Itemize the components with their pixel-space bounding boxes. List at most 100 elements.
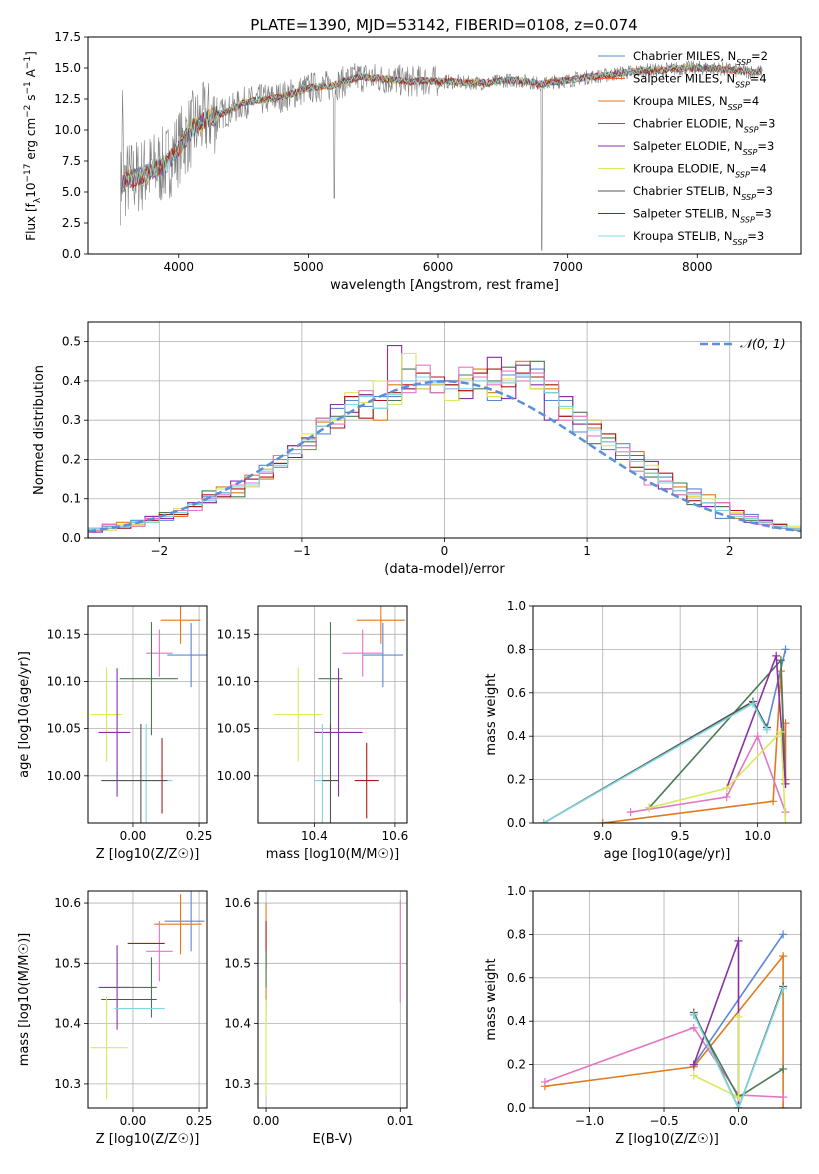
y-tick-label: 0.0 bbox=[507, 816, 526, 830]
age-vs-metallicity-panel: 0.00 0.25 10.00 10.05 10.10 10.15 Z [log10(Z/Z… bbox=[17, 605, 213, 862]
y-tick-label: 10.5 bbox=[224, 956, 251, 970]
plot-area bbox=[90, 606, 207, 823]
massweight-marker bbox=[598, 819, 607, 823]
massweight-marker bbox=[689, 1023, 698, 1032]
legend-label-sub: SSP bbox=[735, 170, 750, 179]
legend-label-tail: =4 bbox=[742, 94, 759, 108]
legend-label: Kroupa MILES, NSSP=4 bbox=[633, 94, 759, 112]
x-tick-label: −0.5 bbox=[649, 1114, 678, 1128]
mass-vs-ebv-panel: 0.00 0.01 10.3 10.4 10.5 10.6 E(B-V) bbox=[224, 890, 414, 1147]
x-tick-label: 0.25 bbox=[186, 829, 213, 843]
x-tick-label: 0 bbox=[441, 544, 449, 558]
axes-frame bbox=[257, 890, 408, 1109]
legend-label-sub: SSP bbox=[743, 148, 758, 157]
legend-label-sub: SSP bbox=[733, 238, 748, 247]
y-axis-label-part: A bbox=[24, 68, 38, 81]
massweight-line bbox=[602, 671, 787, 823]
x-tick-label: 5000 bbox=[293, 260, 324, 274]
y-tick-label: 10.05 bbox=[217, 722, 251, 736]
massweight-marker bbox=[779, 1064, 788, 1073]
histogram-step bbox=[88, 374, 801, 538]
x-tick-label: 0.01 bbox=[387, 1114, 414, 1128]
figure-title: PLATE=1390, MJD=53142, FIBERID=0108, z=0… bbox=[250, 16, 637, 34]
legend-label-sub: SSP bbox=[735, 80, 750, 89]
y-axis-label-part: −1 bbox=[23, 56, 33, 69]
legend-label-tail: =3 bbox=[756, 184, 773, 198]
x-axis-label: wavelength [Angstrom, rest frame] bbox=[330, 278, 559, 293]
y-tick-label: 0.4 bbox=[62, 374, 81, 388]
massweight-marker bbox=[779, 930, 788, 939]
y-axis-label: age [log10(age/yr)] bbox=[17, 651, 32, 778]
y-tick-label: 1.0 bbox=[507, 599, 526, 613]
legend-label: Salpeter ELODIE, NSSP=3 bbox=[633, 139, 774, 157]
legend-label: Kroupa STELIB, NSSP=3 bbox=[633, 229, 764, 247]
y-axis-label-part: s bbox=[24, 95, 38, 105]
y-axis-label: mass weight bbox=[484, 958, 499, 1040]
y-tick-label: 10.10 bbox=[217, 674, 251, 688]
x-tick-label: 0.0 bbox=[729, 1114, 748, 1128]
legend-label-tail: =2 bbox=[751, 49, 768, 63]
massweight-marker bbox=[748, 699, 757, 708]
x-axis-label: (data-model)/error bbox=[384, 562, 505, 577]
y-axis-label: Flux [fλ10−17 erg cm−2 s−1 A−1] bbox=[23, 51, 43, 241]
x-tick-label: 9.5 bbox=[671, 829, 690, 843]
legend-label-tail: =3 bbox=[759, 117, 776, 131]
massweight-marker bbox=[734, 936, 743, 945]
y-tick-label: 10.4 bbox=[54, 1017, 81, 1031]
massweight-line bbox=[630, 734, 787, 813]
y-tick-label: 1.0 bbox=[507, 884, 526, 898]
massweight-line bbox=[543, 702, 768, 823]
y-tick-label: 10.0 bbox=[54, 123, 81, 137]
y-tick-label: 0.4 bbox=[507, 1014, 526, 1028]
legend-label-tail: =3 bbox=[747, 229, 764, 243]
plot-area bbox=[274, 606, 405, 823]
y-tick-label: 10.00 bbox=[217, 769, 251, 783]
x-tick-label: 0.25 bbox=[186, 1114, 213, 1128]
legend-label-main: Kroupa MILES, N bbox=[633, 94, 728, 108]
plot-area bbox=[540, 930, 788, 1108]
massweight-marker bbox=[722, 792, 731, 801]
x-axis-label: Z [log10(Z/Z☉)] bbox=[615, 1132, 719, 1147]
axes-frame bbox=[257, 605, 408, 824]
legend-label-main: Kroupa STELIB, N bbox=[633, 229, 733, 243]
x-tick-label: −1.0 bbox=[575, 1114, 604, 1128]
y-axis-label-part: Flux [f bbox=[24, 202, 38, 240]
mass-vs-metallicity-panel: 0.00 0.25 10.3 10.4 10.5 10.6 Z [log10(Z/Z☉)] m… bbox=[17, 890, 213, 1147]
legend-label-sub: SSP bbox=[744, 125, 759, 134]
legend-label-tail: =3 bbox=[755, 207, 772, 221]
massweight-marker bbox=[779, 1093, 788, 1102]
x-axis-label: Z [log10(Z/Z☉)] bbox=[96, 1132, 200, 1147]
y-axis-label: Normed distribution bbox=[32, 365, 47, 495]
y-tick-label: 7.5 bbox=[62, 154, 81, 168]
y-tick-label: 0.2 bbox=[62, 452, 81, 466]
y-tick-label: 0.8 bbox=[507, 642, 526, 656]
legend-label-tail: =3 bbox=[757, 139, 774, 153]
legend-label-sub: SSP bbox=[741, 193, 756, 202]
y-axis-label-part: −2 bbox=[23, 105, 33, 118]
x-tick-label: 10.4 bbox=[301, 829, 328, 843]
massweight-marker bbox=[779, 952, 788, 961]
y-tick-label: 10.6 bbox=[54, 896, 81, 910]
y-tick-label: 10.4 bbox=[224, 1017, 251, 1031]
y-tick-label: 0.0 bbox=[62, 531, 81, 545]
massweight-marker bbox=[779, 984, 788, 993]
massweight-marker bbox=[722, 784, 731, 793]
massweight-line bbox=[766, 649, 787, 728]
x-tick-label: 1 bbox=[583, 544, 591, 558]
massweight-marker bbox=[689, 1060, 698, 1069]
y-tick-label: 0.4 bbox=[507, 729, 526, 743]
legend-label-main: Salpeter MILES, N bbox=[633, 72, 735, 86]
x-tick-label: 7000 bbox=[552, 260, 583, 274]
plot-area bbox=[90, 891, 205, 1099]
massweight-marker bbox=[776, 727, 785, 736]
y-axis-label-part: −1 bbox=[23, 81, 33, 94]
massweight-marker bbox=[781, 645, 790, 654]
y-tick-label: 10.3 bbox=[224, 1077, 251, 1091]
x-tick-label: −1 bbox=[293, 544, 311, 558]
legend-label-tail: =4 bbox=[750, 72, 767, 86]
plot-area bbox=[539, 645, 790, 823]
x-axis-label: age [log10(age/yr)] bbox=[604, 847, 731, 862]
legend-label: 𝒩(0, 1) bbox=[740, 336, 786, 351]
